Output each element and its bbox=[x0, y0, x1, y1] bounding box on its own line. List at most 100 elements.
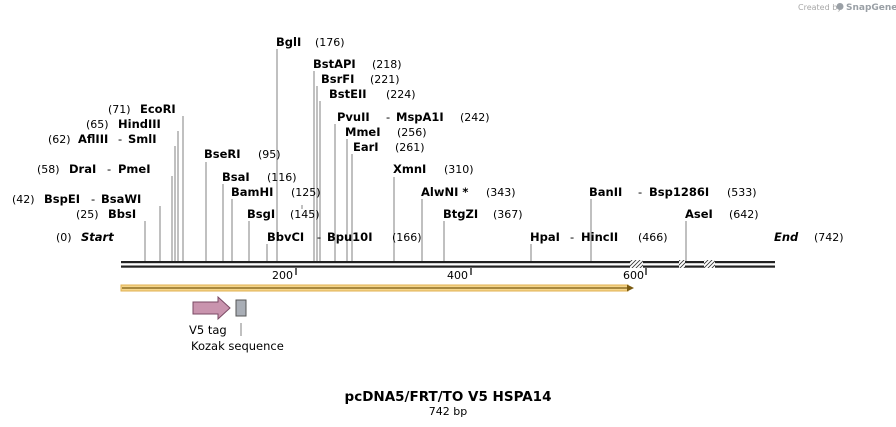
site-pvuii-pos: (242) bbox=[460, 111, 490, 124]
tick-label-200: 200 bbox=[272, 269, 293, 282]
site-bspei-name: BspEI bbox=[44, 192, 80, 206]
site-bamhi: BamHI (125) bbox=[231, 185, 321, 199]
site-bsteii: BstEII (224) bbox=[329, 87, 416, 101]
site-bbvci-name: BbvCI bbox=[267, 230, 304, 244]
svg-text:-: - bbox=[118, 132, 122, 146]
site-bamhi-pos: (125) bbox=[291, 186, 321, 199]
site-bsp1286i-name: Bsp1286I bbox=[649, 185, 709, 199]
site-bbsi-pos: (25) bbox=[76, 208, 99, 221]
feature-v5-tag: V5 tag bbox=[189, 295, 231, 337]
site-hindiii: (65) HindIII bbox=[86, 117, 161, 131]
end-pos: (742) bbox=[814, 231, 844, 244]
start-marker: (0) Start bbox=[56, 230, 114, 244]
site-ecori-pos: (71) bbox=[108, 103, 131, 116]
sequence-backbone bbox=[121, 260, 775, 268]
snapgene-logo-icon bbox=[836, 3, 844, 10]
orf-arrow-head-icon bbox=[627, 284, 634, 292]
site-bsteii-name: BstEII bbox=[329, 87, 367, 101]
site-bseri: BseRI (95) bbox=[204, 147, 281, 161]
site-bstapi-pos: (218) bbox=[372, 58, 402, 71]
site-drai-pos: (58) bbox=[37, 163, 60, 176]
site-bspei: (42) BspEI - BsaWI bbox=[12, 192, 141, 206]
start-pos: (0) bbox=[56, 231, 72, 244]
site-btgzi-pos: (367) bbox=[493, 208, 523, 221]
feature-kozak: Kozak sequence bbox=[191, 299, 284, 353]
site-banii-name: BanII bbox=[589, 185, 622, 199]
site-bsgi: BsgI (145) bbox=[247, 207, 320, 221]
site-xmni: XmnI (310) bbox=[393, 162, 474, 176]
v5-tag-label: V5 tag bbox=[189, 323, 227, 337]
site-btgzi-name: BtgZI bbox=[443, 207, 478, 221]
backbone-hatch-2 bbox=[679, 260, 685, 268]
site-alwni-name: AlwNI * bbox=[421, 185, 468, 199]
ruler: 200 400 600 bbox=[272, 268, 647, 282]
site-xmni-name: XmnI bbox=[393, 162, 426, 176]
tick-label-600: 600 bbox=[623, 269, 644, 282]
site-alwni: AlwNI * (343) bbox=[421, 185, 516, 199]
site-banii-pos: (533) bbox=[727, 186, 757, 199]
site-leader-lines bbox=[144, 49, 687, 262]
site-bbsi: (25) BbsI bbox=[76, 207, 136, 221]
site-bstapi: BstAPI (218) bbox=[313, 57, 402, 71]
site-mspa1i-name: MspA1I bbox=[396, 110, 444, 124]
site-bgli-name: BglI bbox=[276, 35, 301, 49]
kozak-box-icon bbox=[235, 299, 247, 317]
site-bsteii-pos: (224) bbox=[386, 88, 416, 101]
orf-arrow bbox=[120, 284, 634, 292]
site-hpai: HpaI - HincII (466) bbox=[530, 230, 668, 244]
site-bamhi-name: BamHI bbox=[231, 185, 273, 199]
brand-name: SnapGene bbox=[846, 3, 896, 13]
site-alwni-pos: (343) bbox=[486, 186, 516, 199]
site-pvuii-name: PvuII bbox=[337, 110, 370, 124]
svg-text:-: - bbox=[107, 162, 111, 176]
site-smli-name: SmlI bbox=[128, 132, 157, 146]
site-bsrfi: BsrFI (221) bbox=[321, 72, 400, 86]
site-asei-pos: (642) bbox=[729, 208, 759, 221]
svg-text:-: - bbox=[570, 230, 574, 244]
end-label: End bbox=[774, 230, 799, 244]
map-title: pcDNA5/FRT/TO V5 HSPA14 bbox=[345, 389, 552, 405]
site-asei-name: AseI bbox=[685, 207, 713, 221]
site-bbsi-name: BbsI bbox=[108, 207, 136, 221]
site-hindiii-pos: (65) bbox=[86, 118, 109, 131]
backbone-hatch-3 bbox=[704, 260, 715, 268]
site-drai: (58) DraI - PmeI bbox=[37, 162, 151, 176]
backbone-top-strand bbox=[121, 261, 775, 264]
site-afliii-name: AflIII bbox=[78, 132, 108, 146]
site-banii: BanII - Bsp1286I (533) bbox=[589, 185, 757, 199]
site-eari: EarI (261) bbox=[353, 140, 425, 154]
site-mmei: MmeI (256) bbox=[345, 125, 427, 139]
site-bsgi-name: BsgI bbox=[247, 207, 275, 221]
site-bsai: BsaI (116) bbox=[222, 170, 297, 184]
site-hincii-name: HincII bbox=[581, 230, 618, 244]
site-pvuii: PvuII - MspA1I (242) bbox=[337, 110, 490, 124]
svg-text:-: - bbox=[91, 192, 95, 206]
site-xmni-pos: (310) bbox=[444, 163, 474, 176]
backbone-hatch-1 bbox=[630, 260, 643, 268]
site-mmei-name: MmeI bbox=[345, 125, 381, 139]
svg-text:-: - bbox=[386, 110, 390, 124]
site-bspei-pos: (42) bbox=[12, 193, 35, 206]
site-afliii-pos: (62) bbox=[48, 133, 71, 146]
site-bsai-name: BsaI bbox=[222, 170, 250, 184]
site-bsrfi-name: BsrFI bbox=[321, 72, 354, 86]
site-bsawi-name: BsaWI bbox=[101, 192, 141, 206]
site-bstapi-name: BstAPI bbox=[313, 57, 356, 71]
site-bsgi-pos: (145) bbox=[290, 208, 320, 221]
site-bsrfi-pos: (221) bbox=[370, 73, 400, 86]
site-bbvci-pos: (166) bbox=[392, 231, 422, 244]
site-hpai-pos: (466) bbox=[638, 231, 668, 244]
site-bgli-pos: (176) bbox=[315, 36, 345, 49]
end-marker: End (742) bbox=[774, 230, 844, 244]
start-label: Start bbox=[81, 230, 114, 244]
tick-label-400: 400 bbox=[447, 269, 468, 282]
svg-text:-: - bbox=[638, 185, 642, 199]
site-bsai-pos: (116) bbox=[267, 171, 297, 184]
site-bbvci: BbvCI - Bpu10I (166) bbox=[267, 230, 422, 244]
site-hindiii-name: HindIII bbox=[118, 117, 161, 131]
site-afliii: (62) AflIII - SmlI bbox=[48, 132, 157, 146]
map-length: 742 bp bbox=[429, 405, 467, 418]
site-ecori-name: EcoRI bbox=[140, 102, 176, 116]
site-pmei-name: PmeI bbox=[118, 162, 151, 176]
